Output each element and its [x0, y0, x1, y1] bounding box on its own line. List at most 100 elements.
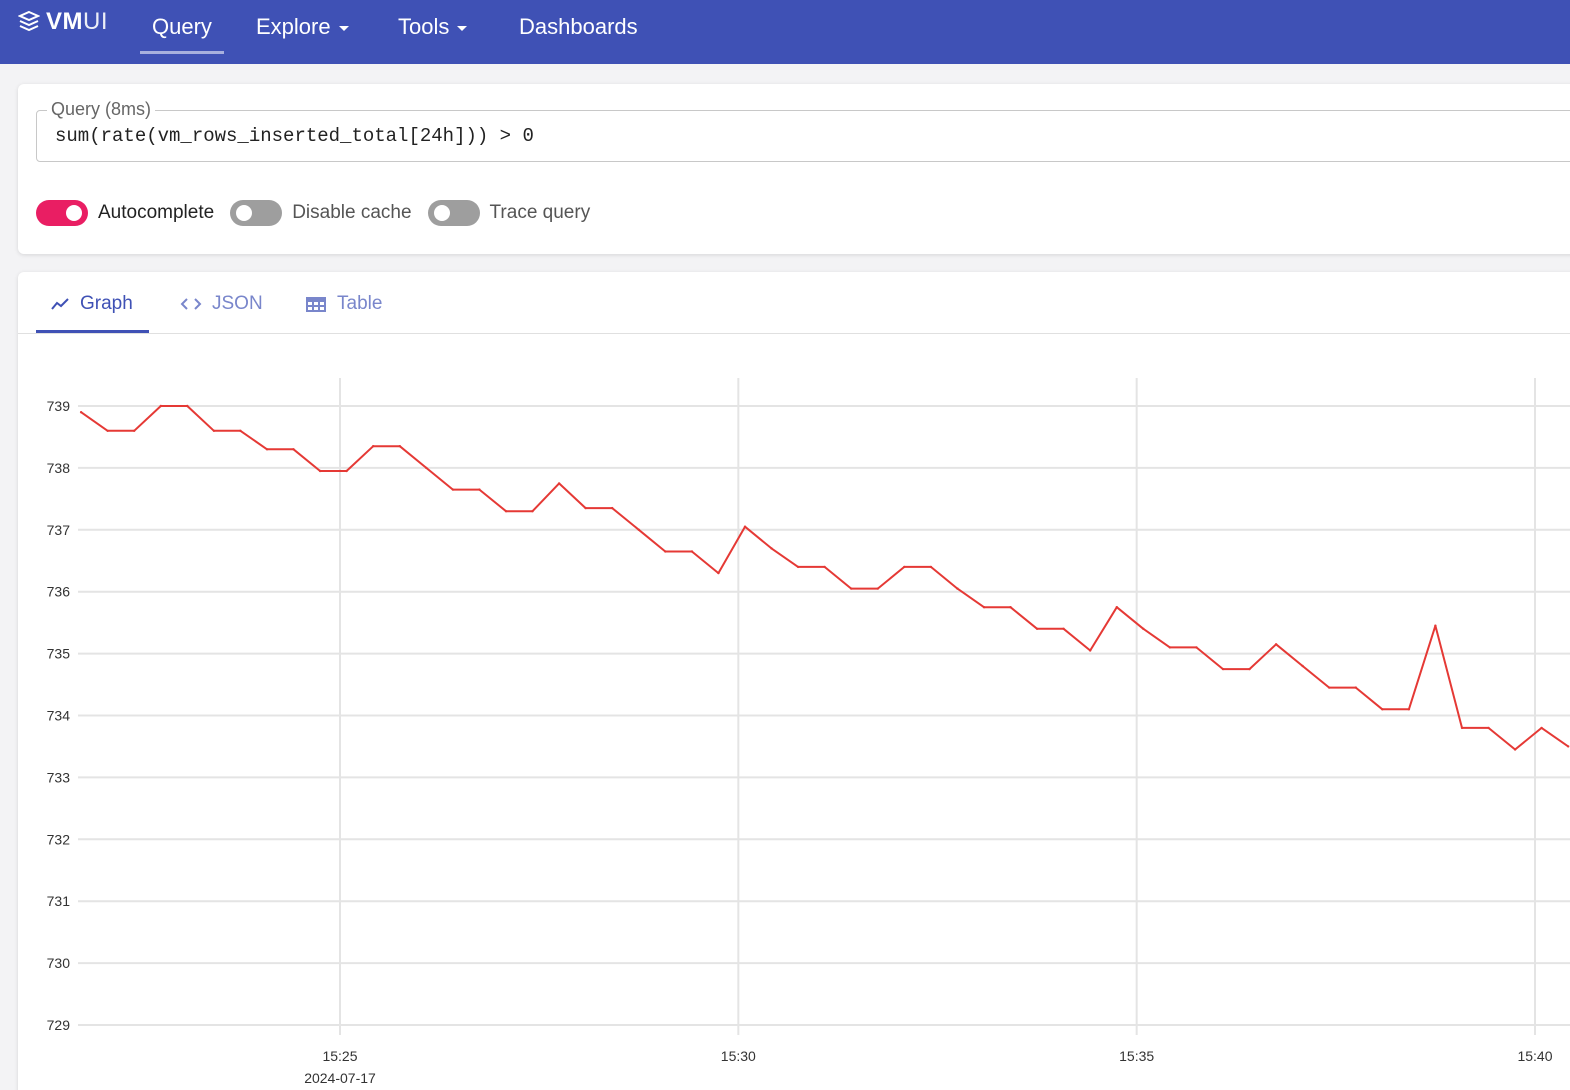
data-point — [690, 550, 694, 553]
autocomplete-toggle[interactable]: Autocomplete — [36, 200, 214, 226]
tab-json[interactable]: JSON — [180, 290, 263, 318]
logo-text: VMUI — [46, 8, 108, 35]
tab-table[interactable]: Table — [305, 290, 382, 318]
data-point — [717, 571, 720, 575]
data-point — [664, 550, 667, 553]
data-point — [1354, 686, 1358, 689]
y-tick-label: 734 — [47, 708, 71, 724]
tab-graph-label: Graph — [80, 293, 133, 314]
data-point — [1062, 627, 1065, 630]
nav-tools[interactable]: Tools — [398, 0, 468, 54]
y-tick-label: 733 — [47, 769, 71, 785]
data-point — [1142, 627, 1145, 630]
data-point — [1460, 726, 1464, 730]
trace-query-toggle[interactable]: Trace query — [427, 200, 591, 226]
data-point — [1301, 664, 1304, 668]
switch-knob — [236, 205, 253, 221]
trace-query-switch[interactable] — [427, 200, 480, 226]
x-tick-label: 15:35 — [1119, 1048, 1154, 1064]
data-point — [425, 466, 428, 470]
data-point — [1248, 667, 1251, 671]
trace-query-label: Trace query — [489, 202, 591, 223]
data-point — [451, 488, 455, 491]
data-point — [929, 565, 933, 569]
x-date-label: 2024-07-17 — [304, 1070, 376, 1086]
logo-icon — [18, 10, 40, 32]
time-series-chart[interactable]: 739 738 737 736 735 734 733 732 731 730 729 15:25 20… — [0, 272, 1570, 1090]
autocomplete-label: Autocomplete — [98, 202, 215, 223]
disable-cache-label: Disable cache — [292, 202, 412, 223]
x-tick-label: 15:40 — [1517, 1048, 1552, 1064]
query-panel: Query (8ms) sum(rate(vm_rows_inserted_to… — [18, 84, 1570, 254]
data-point — [1035, 627, 1039, 630]
data-point — [1089, 649, 1092, 652]
data-point — [265, 448, 269, 451]
data-point — [982, 606, 986, 609]
data-point — [398, 445, 401, 448]
tab-graph[interactable]: Graph — [50, 290, 133, 318]
top-navigation-bar: VMUI Query Explore Tools Dashboards — [0, 0, 1570, 64]
data-point — [239, 429, 242, 432]
query-field[interactable]: Query (8ms) sum(rate(vm_rows_inserted_to… — [36, 99, 1570, 162]
x-tick-label: 15:30 — [721, 1048, 756, 1064]
data-point — [584, 506, 587, 510]
nav-tools-label: Tools — [398, 14, 450, 39]
chevron-down-icon — [457, 26, 468, 31]
nav-query[interactable]: Query — [140, 0, 224, 54]
data-point — [1513, 748, 1517, 751]
data-point — [903, 565, 906, 569]
data-point — [1381, 708, 1384, 711]
data-point — [531, 510, 534, 513]
data-point — [1009, 606, 1012, 609]
switch-knob — [66, 205, 82, 221]
data-point — [1195, 646, 1198, 649]
nav-dashboards[interactable]: Dashboards — [519, 0, 638, 54]
query-options: Autocomplete Disable cache Trace query — [36, 200, 606, 226]
data-point — [770, 547, 773, 550]
data-point — [1221, 667, 1225, 671]
result-tabs: Graph JSON Table — [18, 272, 1570, 334]
tab-table-label: Table — [337, 293, 383, 314]
data-point — [1115, 606, 1119, 609]
data-point — [345, 469, 348, 473]
y-tick-label: 737 — [47, 522, 71, 538]
nav-dashboards-label: Dashboards — [519, 14, 638, 39]
data-point — [1567, 745, 1570, 748]
disable-cache-toggle[interactable]: Disable cache — [230, 200, 412, 226]
nav-explore[interactable]: Explore — [256, 0, 349, 54]
tab-json-label: JSON — [212, 293, 263, 314]
data-point — [823, 565, 826, 569]
y-tick-label: 729 — [47, 1017, 71, 1033]
data-point — [159, 404, 162, 408]
data-point — [876, 587, 879, 590]
data-point — [478, 488, 481, 491]
vmui-logo[interactable]: VMUI — [18, 8, 108, 36]
data-point — [106, 429, 109, 432]
y-tick-label: 736 — [47, 584, 71, 600]
data-point — [372, 445, 375, 448]
nav-explore-label: Explore — [256, 14, 331, 39]
data-point — [318, 469, 322, 473]
y-tick-label: 738 — [47, 460, 71, 476]
data-point — [1540, 726, 1543, 730]
disable-cache-switch[interactable] — [230, 200, 283, 226]
data-point — [1487, 726, 1490, 730]
data-point — [557, 482, 561, 485]
data-point — [1168, 646, 1172, 649]
active-tab-indicator — [36, 330, 149, 333]
data-point — [1407, 708, 1411, 711]
series-line — [80, 405, 1569, 751]
autocomplete-switch[interactable] — [36, 200, 88, 226]
data-point — [1434, 624, 1437, 627]
query-input[interactable]: sum(rate(vm_rows_inserted_total[24h])) >… — [55, 125, 534, 147]
data-point — [1274, 643, 1278, 646]
chart-line-icon — [51, 298, 69, 310]
data-point — [212, 429, 216, 432]
table-icon — [306, 297, 326, 312]
x-tick-label: 15:25 — [322, 1048, 357, 1064]
data-point — [186, 404, 189, 408]
data-point — [956, 587, 959, 590]
y-tick-label: 730 — [47, 955, 71, 971]
data-point — [743, 525, 747, 528]
results-panel: Graph JSON Table — [18, 272, 1570, 1090]
